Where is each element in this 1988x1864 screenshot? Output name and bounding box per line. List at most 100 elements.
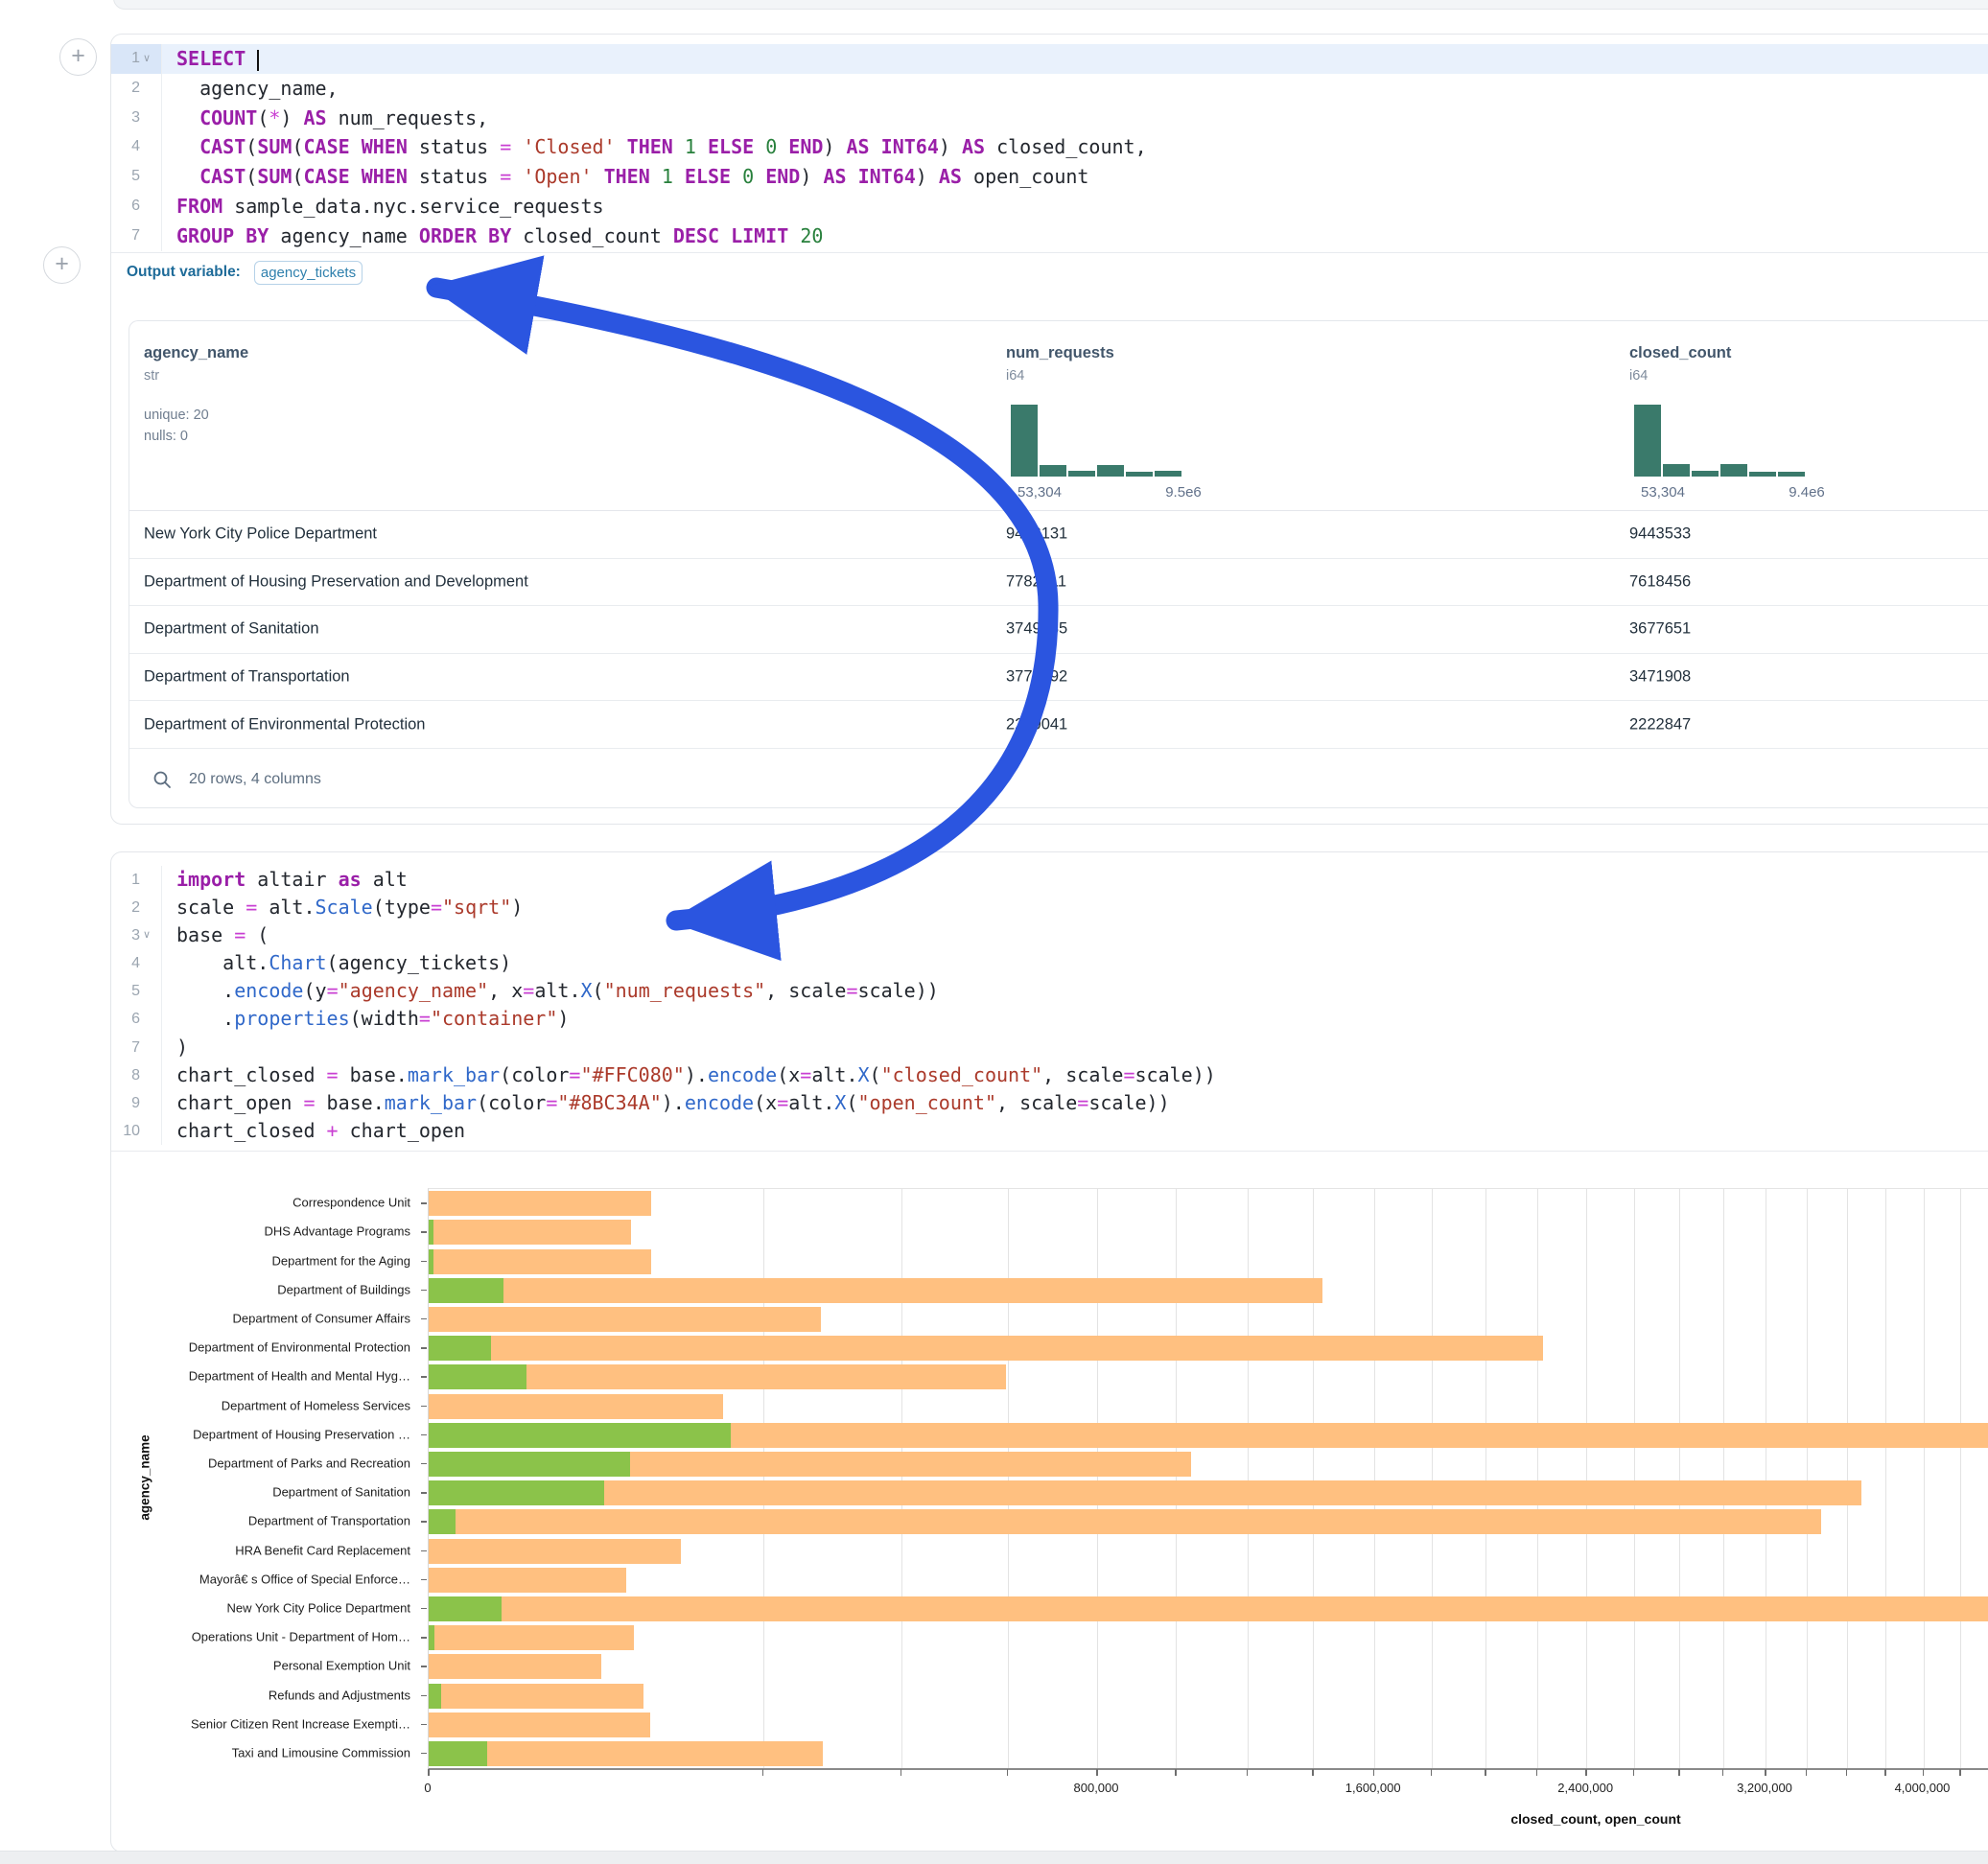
column-header[interactable]: closed_count i64 [1629,344,1731,384]
histogram-bar [1720,464,1747,477]
code-token: = [234,923,246,947]
x-tick-mark [1585,1769,1587,1776]
add-cell-button[interactable]: + [43,246,81,284]
code-line[interactable]: 2 agency_name, [111,73,1988,104]
code-token: AS [961,135,986,159]
collapse-chevron-icon[interactable]: ∨ [142,929,152,942]
code-token: AS [823,165,847,189]
code-token: CASE [303,135,350,159]
code-line[interactable]: 7) [111,1033,1988,1061]
y-tick-mark [421,1607,427,1610]
code-token: ) [938,135,962,159]
code-line[interactable]: 3 ∨ base = ( [111,921,1988,950]
code-text: COUNT(*) AS num_requests, [162,104,488,133]
y-tick-mark [421,1433,427,1436]
code-line[interactable]: 5 CAST(SUM(CASE WHEN status = 'Open' THE… [111,162,1988,192]
bar-open [429,1509,456,1535]
code-token: = [500,135,512,159]
code-output-divider [111,1151,1988,1152]
table-row: Department of Housing Preservation and D… [129,559,1988,607]
gridline [1679,1189,1680,1768]
sql-code-editor[interactable]: 1 ∨ SELECT 2 agency_name, 3 COUNT(*) AS num… [111,44,1988,251]
code-token: scale)) [1088,1090,1170,1114]
line-number-gutter: 4 [111,949,162,978]
code-token: SUM [257,165,292,189]
bar-closed [429,1567,626,1593]
code-line[interactable]: 10 chart_closed + chart_open [111,1116,1988,1145]
table-cell: Department of Environmental Protection [144,715,426,734]
code-token: = [777,1090,789,1114]
add-cell-button[interactable]: + [59,38,97,76]
code-token: INT64 [880,135,939,159]
table-cell: 3774892 [1006,667,1068,686]
line-number: 6 [131,197,140,214]
histogram-bar [1634,405,1661,477]
output-variable-pill[interactable]: agency_tickets [253,260,363,285]
code-token [176,135,199,158]
collapse-chevron-icon[interactable]: ∨ [142,53,152,64]
code-token: scale)) [1134,1062,1216,1086]
code-token: COUNT [199,105,258,129]
code-token: ELSE [684,165,732,189]
code-token: status [407,165,501,189]
code-token: chart_closed [176,1118,327,1142]
code-token: , scale [765,979,847,1003]
column-type: str [144,368,160,384]
code-token: 0 [742,165,755,189]
code-token: AS [938,165,962,189]
code-line[interactable]: 2 scale = alt.Scale(type="sqrt") [111,894,1988,922]
code-line[interactable]: 7 GROUP BY agency_name ORDER BY closed_co… [111,221,1988,251]
gridline [1807,1189,1808,1768]
code-line[interactable]: 9 chart_open = base.mark_bar(color="#8BC3… [111,1088,1988,1117]
bar-closed [429,1480,1861,1506]
y-tick-label: Operations Unit - Department of Hom… [191,1629,410,1644]
code-token: THEN [626,135,673,159]
code-line[interactable]: 1 import altair as alt [111,866,1988,895]
code-token: (type [372,896,431,920]
code-line[interactable]: 4 CAST(SUM(CASE WHEN status = 'Closed' T… [111,132,1988,163]
python-code-editor[interactable]: 1 import altair as alt 2 scale = alt.Scale(… [111,866,1988,1145]
code-text: chart_open = base.mark_bar(color="#8BC34… [162,1089,1170,1117]
code-token: = [500,165,512,189]
line-number: 5 [131,983,140,1000]
code-token: sample_data.nyc.service_requests [222,194,604,218]
code-line[interactable]: 4 alt.Chart(agency_tickets) [111,949,1988,978]
code-token: ). [684,1062,708,1086]
code-token: = [523,979,535,1003]
y-tick-mark [421,1666,427,1667]
table-cell: Department of Sanitation [144,619,319,638]
code-text: ) [162,1034,188,1061]
code-token [234,224,246,247]
code-text: scale = alt.Scale(type="sqrt") [162,894,523,921]
y-tick-label: Personal Exemption Unit [272,1658,410,1673]
code-line[interactable]: 3 COUNT(*) AS num_requests, [111,103,1988,133]
code-token: scale)) [857,979,939,1003]
search-icon[interactable] [152,770,172,789]
line-number: 3 [131,108,140,126]
column-name: agency_name [144,344,249,361]
code-line[interactable]: 5 .encode(y="agency_name", x=alt.X("num_… [111,977,1988,1006]
code-token: num_requests, [326,105,489,129]
bar-closed [429,1220,631,1246]
x-tick-label: 1,600,000 [1345,1781,1401,1795]
column-header[interactable]: agency_name str unique: 20 nulls: 0 [144,344,248,447]
code-token: ) [800,165,824,189]
code-line[interactable]: 8 chart_closed = base.mark_bar(color="#FF… [111,1060,1988,1089]
code-line[interactable]: 6 FROM sample_data.nyc.service_requests [111,191,1988,221]
line-number-gutter: 5 [111,977,162,1006]
code-token: = [846,979,858,1003]
code-token: alt. [811,1062,858,1086]
bar-closed [429,1712,650,1737]
code-token [616,135,627,158]
code-line[interactable]: 1 ∨ SELECT [111,44,1988,74]
code-token: X [580,979,593,1003]
y-tick-label: Department of Consumer Affairs [232,1311,410,1326]
gridline [1924,1189,1925,1768]
code-token: "closed_count" [880,1062,1043,1086]
line-number-gutter: 3 ∨ [111,921,162,950]
table-cell: 9443533 [1629,524,1692,543]
code-line[interactable]: 6 .properties(width="container") [111,1005,1988,1034]
code-token: , scale [996,1090,1078,1114]
table-cell: New York City Police Department [144,524,378,543]
column-header[interactable]: num_requests i64 [1006,344,1114,384]
